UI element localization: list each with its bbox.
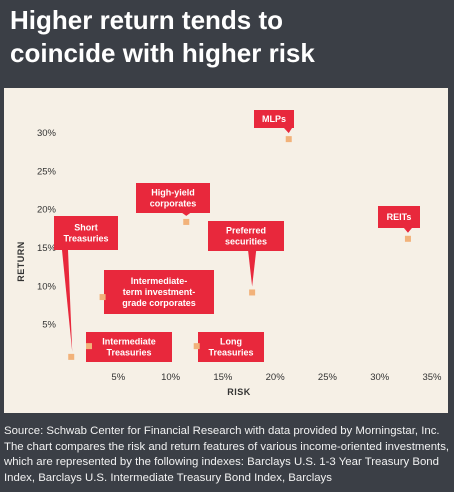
callout-label-intermediate-term-investment-grade-corporates-1: term investment-: [123, 287, 196, 297]
callout-label-reits-0: REITs: [387, 212, 412, 222]
callout-label-preferred-securities-1: securities: [225, 237, 267, 247]
data-point-mlps: [285, 136, 292, 143]
x-tick-label-0: 5%: [111, 372, 125, 383]
callout-pointer-high-yield-corporates: [182, 213, 191, 216]
x-tick-label-2: 15%: [213, 372, 233, 383]
source-note: Source: Schwab Center for Financial Rese…: [4, 424, 450, 486]
x-axis-title: RISK: [227, 387, 251, 397]
y-tick-label-1: 10%: [37, 281, 57, 292]
chart-panel: RISK RETURN 5% 10% 15% 20% 25% 30% 35% 5% 10% 15% 20…: [4, 88, 448, 413]
callout-pointer-preferred-securities: [248, 251, 257, 287]
callout-label-mlps-0: MLPs: [262, 114, 286, 124]
scatter-chart: RISK RETURN 5% 10% 15% 20% 25% 30% 35% 5% 10% 15% 20…: [16, 110, 442, 397]
callout-pointer-mlps: [284, 128, 292, 134]
x-tick-label-4: 25%: [318, 372, 338, 383]
y-axis-title: RETURN: [16, 241, 26, 282]
source-text: Source: Schwab Center for Financial Rese…: [4, 425, 450, 484]
callout-label-short-treasuries-1: Treasuries: [63, 234, 108, 244]
callout-box-long-treasuries: [198, 332, 264, 362]
y-tick-label-3: 20%: [37, 205, 57, 216]
callout-label-high-yield-corporates-0: High-yield: [151, 188, 195, 198]
x-tick-label-6: 35%: [422, 372, 442, 383]
callout-label-intermediate-treasuries-0: Intermediate: [102, 337, 156, 347]
callout-label-intermediate-treasuries-1: Treasuries: [106, 348, 151, 358]
headline-line-1: Higher return tends to: [10, 5, 284, 35]
callout-box-short-treasuries: [54, 216, 118, 250]
callout-box-mlps: [254, 110, 294, 128]
callout-box-preferred-securities: [208, 221, 284, 251]
y-tick-label-4: 25%: [37, 166, 57, 177]
callout-label-preferred-securities-0: Preferred: [226, 226, 266, 236]
headline: Higher return tends to coincide with hig…: [10, 4, 440, 70]
callout-label-long-treasuries-0: Long: [220, 337, 242, 347]
callout-pointer-reits: [403, 228, 412, 233]
callout-box-intermediate-treasuries: [86, 332, 172, 362]
data-point-intermediate-treasuries: [86, 343, 93, 350]
y-tick-label-0: 5%: [42, 320, 56, 331]
data-point-preferred-securities: [249, 289, 256, 296]
data-point-reits: [404, 235, 411, 242]
x-tick-label-3: 20%: [266, 372, 286, 383]
callout-label-intermediate-term-investment-grade-corporates-0: Intermediate-: [131, 276, 188, 286]
y-tick-label-2: 15%: [37, 243, 57, 254]
callout-label-short-treasuries-0: Short: [74, 223, 98, 233]
callout-label-long-treasuries-1: Treasuries: [208, 348, 253, 358]
callout-box-intermediate-term-investment-grade-corporates: [104, 270, 214, 314]
x-tick-label-5: 30%: [370, 372, 390, 383]
data-point-short-treasuries: [68, 353, 75, 360]
data-point-intermediate-term-investment-grade-corporates: [99, 294, 106, 301]
y-tick-label-5: 30%: [37, 128, 57, 139]
callout-label-intermediate-term-investment-grade-corporates-2: grade corporates: [122, 298, 196, 308]
callout-box-reits: [378, 206, 420, 228]
callout-pointer-short-treasuries: [62, 250, 73, 352]
data-point-long-treasuries: [193, 343, 200, 350]
x-tick-label-1: 10%: [161, 372, 181, 383]
data-point-high-yield-corporates: [183, 218, 190, 225]
headline-line-2: coincide with higher risk: [10, 38, 315, 68]
callout-label-high-yield-corporates-1: corporates: [150, 199, 197, 209]
callout-box-high-yield-corporates: [136, 183, 210, 213]
